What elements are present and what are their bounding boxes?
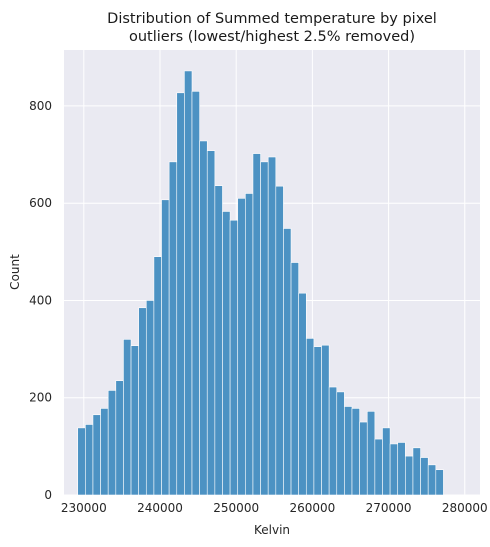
histogram-bar (100, 408, 109, 496)
x-tick-label: 270000 (366, 501, 412, 515)
y-tick-label: 400 (29, 293, 52, 307)
histogram-bar (344, 406, 353, 496)
histogram-bar (115, 380, 124, 496)
histogram-bar (260, 161, 269, 496)
histogram-bar (107, 390, 117, 496)
x-tick-labels: 230000 240000 250000 260000 270000 280000 (61, 501, 488, 515)
chart-title-line-1: Distribution of Summed temperature by pi… (107, 11, 437, 27)
histogram-bar (229, 219, 239, 496)
x-tick-label: 240000 (137, 501, 183, 515)
histogram-bar (222, 211, 231, 496)
histogram-bar (305, 338, 315, 496)
histogram-bar (321, 344, 330, 496)
histogram-bar (206, 150, 216, 496)
histogram-bar (328, 386, 338, 496)
y-tick-label: 600 (29, 196, 52, 210)
histogram-bar (130, 345, 139, 496)
histogram-bar (168, 161, 178, 496)
histogram-bar (245, 193, 254, 496)
x-tick-label: 280000 (442, 501, 488, 515)
histogram-bar (237, 198, 246, 496)
histogram-bar (412, 447, 421, 496)
histogram-bar (161, 199, 170, 496)
histogram-bar (138, 307, 147, 496)
histogram-bar (405, 455, 414, 496)
histogram-bar (359, 421, 368, 496)
x-tick-label: 250000 (213, 501, 259, 515)
histogram-bar (85, 424, 94, 496)
histogram-bar (366, 411, 376, 496)
histogram-bar (184, 70, 193, 496)
histogram-bar (313, 346, 322, 496)
histogram-bar (145, 300, 155, 496)
histogram-bar (275, 185, 284, 496)
histogram-bar (123, 339, 132, 496)
histogram-bar (153, 256, 162, 496)
histogram-bar (382, 427, 391, 496)
histogram-bar (199, 140, 208, 496)
histogram-bar (252, 153, 261, 496)
histogram-bar (283, 228, 292, 496)
x-tick-label: 260000 (289, 501, 335, 515)
histogram-bar (427, 464, 437, 496)
histogram-bar (298, 292, 307, 496)
histogram-bar (290, 262, 299, 496)
y-tick-label: 800 (29, 99, 52, 113)
chart-title-line-2: outliers (lowest/highest 2.5% removed) (129, 29, 415, 45)
y-axis-label: Count (8, 254, 22, 290)
histogram-bar (420, 457, 429, 496)
y-tick-label: 200 (29, 391, 52, 405)
x-tick-label: 230000 (61, 501, 107, 515)
histogram-bar (267, 156, 277, 496)
histogram-bar (397, 442, 406, 496)
histogram-bar (374, 438, 383, 496)
histogram-bar (92, 414, 101, 496)
histogram-bar (77, 427, 86, 496)
y-tick-label: 0 (44, 488, 52, 502)
x-axis-label: Kelvin (254, 523, 290, 537)
histogram-bar (214, 185, 223, 496)
histogram-bar (336, 391, 345, 496)
histogram-bar (435, 469, 444, 496)
histogram-bar (176, 92, 185, 496)
histogram-bar (191, 91, 200, 496)
bars (77, 70, 444, 496)
y-tick-labels: 0 200 400 600 800 (29, 99, 52, 502)
histogram-bar (351, 408, 360, 496)
histogram-bar (389, 443, 399, 496)
